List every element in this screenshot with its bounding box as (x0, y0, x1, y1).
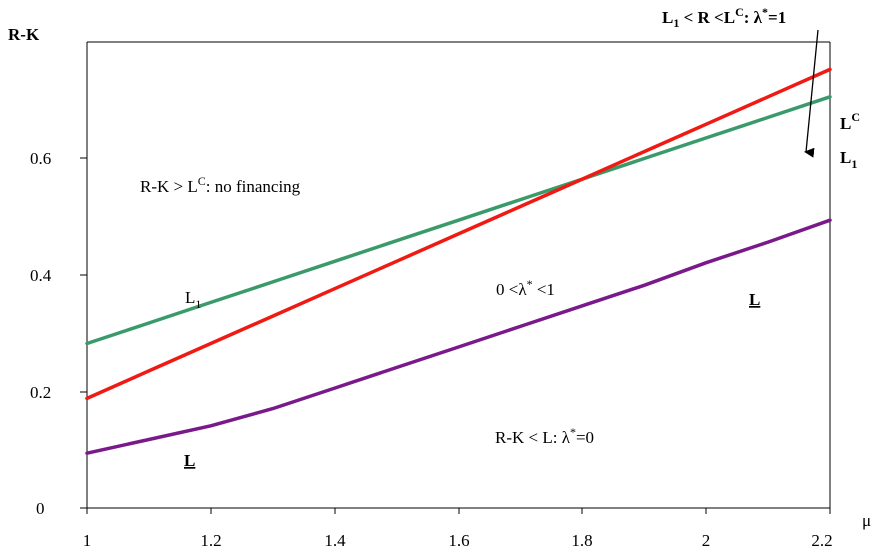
annotation-arrow (804, 29, 819, 158)
annot-text: < R <L (679, 8, 735, 27)
x-tick-label: 2 (702, 531, 711, 550)
x-tick-label: 1 (83, 531, 92, 550)
annot-text: =0 (576, 428, 594, 447)
annotation-l-left: L (184, 451, 195, 470)
annot-text: L (840, 114, 851, 133)
series-line-L (85, 218, 832, 455)
annot-sub: 1 (195, 297, 201, 311)
annot-text: L (840, 148, 851, 167)
y-axis-title: R-K (8, 25, 40, 44)
annotation-l1-left: L1 (185, 288, 201, 311)
annotation-top-full-financing: L1 < R <LC: λ*=1 (662, 5, 786, 30)
annot-text: : λ (744, 8, 763, 27)
series-line-L1 (85, 95, 832, 346)
annotation-no-financing: R-K > LC: no financing (140, 174, 301, 196)
annotation-interior: 0 <λ* <1 (496, 277, 555, 299)
x-tick-label: 1.8 (571, 531, 592, 550)
series-line-LC (85, 67, 832, 401)
annot-sup: * (570, 425, 576, 439)
annot-text: <1 (533, 280, 555, 299)
x-tick-label: 1.4 (324, 531, 346, 550)
x-tick-label: 1.6 (448, 531, 469, 550)
annot-text: : no financing (206, 177, 301, 196)
annot-sup: C (198, 174, 206, 188)
annot-text: L (662, 8, 673, 27)
annot-text: =1 (768, 8, 786, 27)
annot-text: 0 <λ (496, 280, 527, 299)
annot-sup: * (762, 5, 768, 19)
annot-text: L (185, 288, 195, 307)
annotation-zero-financing: R-K < L: λ*=0 (495, 425, 594, 447)
y-tick-label: 0.2 (30, 383, 51, 402)
y-tick-label: 0.4 (30, 266, 52, 285)
annot-sup: C (851, 110, 860, 124)
x-tick-label: 1.2 (200, 531, 221, 550)
annot-sub: 1 (673, 16, 679, 30)
y-tick-label: 0.6 (30, 149, 51, 168)
annotation-lc-right: LC (840, 110, 860, 133)
annot-text: R-K < L: λ (495, 428, 571, 447)
x-tick-label: 2.2 (811, 531, 832, 550)
annotation-l-right: L (749, 290, 760, 309)
annot-sup: C (735, 5, 744, 19)
annot-sub: 1 (851, 157, 857, 171)
annot-text: R-K > L (140, 177, 198, 196)
x-axis-title: μ (862, 511, 871, 530)
y-tick-label: 0 (36, 499, 45, 518)
annot-sup: * (527, 277, 533, 291)
annotation-l1-right: L1 (840, 148, 857, 171)
